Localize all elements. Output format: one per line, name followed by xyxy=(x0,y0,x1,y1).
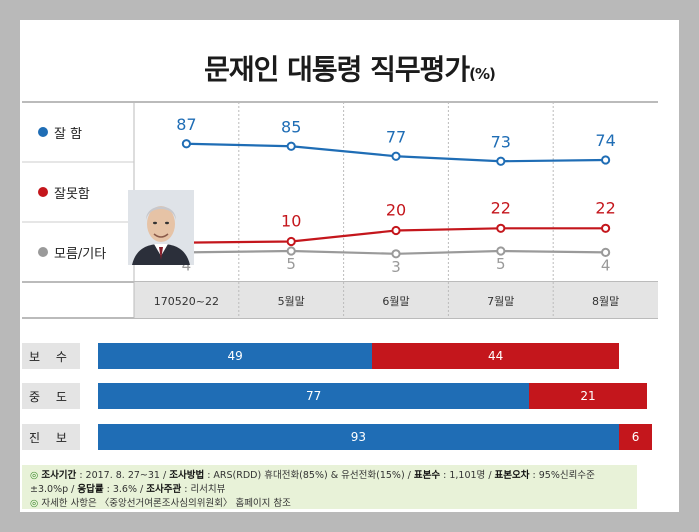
x-tick-label: 5월말 xyxy=(278,295,305,308)
data-label: 5 xyxy=(286,255,296,273)
data-point xyxy=(601,247,611,257)
footnote-text-period: : 2017. 8. 27~31 / xyxy=(76,470,170,481)
data-point xyxy=(286,236,296,247)
legend-dot-disapprove xyxy=(38,187,48,197)
data-label: 74 xyxy=(595,131,615,150)
legend-label-disapprove: 잘못함 xyxy=(54,186,90,202)
line-chart: 170520~225월말6월말7월말8월말8785777374910202222… xyxy=(22,101,658,319)
footnote-text-response: : 3.6% / xyxy=(103,484,147,495)
category-band xyxy=(134,282,658,318)
x-tick-label: 170520~22 xyxy=(154,295,219,308)
data-label: 77 xyxy=(386,127,406,146)
footnote-label-error: 표본오차 xyxy=(494,470,530,481)
legend-dot-approve xyxy=(38,127,48,137)
footnote-text-sample: : 1,101명 / xyxy=(440,470,495,481)
data-point xyxy=(496,246,506,256)
footnote-line-1: ◎ 조사기간 : 2017. 8. 27~31 / 조사방법 : ARS(RDD… xyxy=(30,469,629,497)
data-label: 4 xyxy=(601,256,611,274)
data-point xyxy=(496,156,506,166)
title-unit: (%) xyxy=(469,65,496,83)
x-tick-label: 6월말 xyxy=(382,295,409,308)
title-text: 문재인 대통령 직무평가 xyxy=(204,53,470,86)
data-label: 4 xyxy=(182,256,192,274)
data-label: 20 xyxy=(386,201,406,220)
data-point xyxy=(496,223,506,233)
legend-dot-unknown xyxy=(38,247,48,257)
bar-label-progressive: 진 보 xyxy=(22,424,80,450)
bar-segment-disapprove: 21 xyxy=(529,383,647,409)
president-portrait xyxy=(128,190,194,265)
data-label: 87 xyxy=(176,115,196,134)
bar-segment-approve: 77 xyxy=(98,383,530,409)
x-tick-label: 8월말 xyxy=(592,295,619,308)
footnote-text-error: : 95%신뢰수준 ±3.0%p / xyxy=(30,470,595,495)
data-label: 73 xyxy=(491,132,511,151)
data-point xyxy=(601,155,611,165)
chart-title: 문재인 대통령 직무평가(%) xyxy=(20,48,679,88)
footnote-text-org: : 리서치뷰 xyxy=(181,484,226,495)
footnote-text-method: : ARS(RDD) 휴대전화(85%) & 유선전화(15%) / xyxy=(204,470,414,481)
data-point xyxy=(601,223,611,233)
legend-item-disapprove: 잘못함 xyxy=(22,162,134,222)
bar-label-conservative: 보 수 xyxy=(22,343,80,369)
legend-item-approve: 잘 함 xyxy=(22,102,134,162)
x-tick-label: 7월말 xyxy=(487,295,514,308)
data-point xyxy=(391,225,401,236)
footnote-label-response: 응답률 xyxy=(77,484,104,495)
data-point xyxy=(181,139,191,149)
data-point xyxy=(286,246,296,256)
footnote-label-org: 조사주관 xyxy=(146,484,182,495)
data-label: 10 xyxy=(281,212,301,231)
data-label: 85 xyxy=(281,117,301,136)
bullet-icon: ◎ xyxy=(30,498,39,509)
data-point xyxy=(286,141,296,151)
legend-label-approve: 잘 함 xyxy=(54,126,83,142)
footnote-label-period: 조사기간 xyxy=(41,470,77,481)
data-label: 22 xyxy=(595,198,615,217)
data-label: 5 xyxy=(496,255,506,273)
bar-segment-disapprove: 6 xyxy=(618,424,653,450)
legend-item-unknown: 모름/기타 xyxy=(22,222,134,282)
bullet-icon: ◎ xyxy=(30,470,39,481)
survey-footnote: ◎ 조사기간 : 2017. 8. 27~31 / 조사방법 : ARS(RDD… xyxy=(22,465,637,509)
bar-segment-disapprove: 44 xyxy=(372,343,619,369)
footnote-reference: 자세한 사항은 〈중앙선거여론조사심의위원회〉 홈페이지 참조 xyxy=(41,498,291,509)
bar-label-moderate: 중 도 xyxy=(22,383,80,409)
bar-segment-approve: 49 xyxy=(98,343,373,369)
footnote-line-2: ◎ 자세한 사항은 〈중앙선거여론조사심의위원회〉 홈페이지 참조 xyxy=(30,497,629,511)
legend-label-unknown: 모름/기타 xyxy=(54,246,107,262)
data-label: 22 xyxy=(491,198,511,217)
data-point xyxy=(391,249,401,259)
footnote-label-sample: 표본수 xyxy=(413,470,441,481)
footnote-label-method: 조사방법 xyxy=(169,470,205,481)
data-point xyxy=(391,151,401,161)
bar-segment-approve: 93 xyxy=(98,424,619,450)
data-label: 3 xyxy=(391,258,401,276)
